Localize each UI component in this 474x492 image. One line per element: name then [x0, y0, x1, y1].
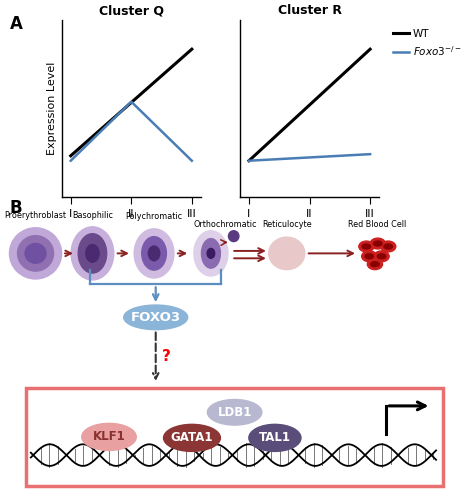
Ellipse shape — [71, 227, 114, 280]
Y-axis label: Expression Level: Expression Level — [47, 62, 57, 155]
Ellipse shape — [18, 236, 54, 271]
Ellipse shape — [164, 424, 220, 452]
Text: Red Blood Cell: Red Blood Cell — [348, 220, 406, 229]
Ellipse shape — [201, 239, 220, 268]
Ellipse shape — [9, 228, 62, 279]
Ellipse shape — [374, 241, 382, 246]
Ellipse shape — [362, 251, 377, 262]
Ellipse shape — [365, 254, 374, 259]
FancyBboxPatch shape — [26, 388, 443, 486]
Text: Polychromatic: Polychromatic — [126, 213, 182, 221]
Ellipse shape — [362, 244, 371, 249]
Text: A: A — [9, 15, 22, 33]
Text: Basophilic: Basophilic — [72, 211, 113, 220]
Ellipse shape — [194, 231, 228, 276]
Text: Reticulocyte: Reticulocyte — [262, 220, 311, 229]
Text: KLF1: KLF1 — [92, 430, 126, 443]
Ellipse shape — [82, 423, 137, 451]
Text: LDB1: LDB1 — [218, 406, 252, 419]
Text: TAL1: TAL1 — [259, 431, 291, 444]
Legend: WT, $Foxo3^{-/-}$: WT, $Foxo3^{-/-}$ — [389, 25, 466, 62]
Ellipse shape — [377, 254, 386, 259]
Text: Orthochromatic: Orthochromatic — [193, 220, 257, 229]
Title: Cluster R: Cluster R — [278, 4, 342, 17]
Ellipse shape — [148, 246, 160, 261]
Ellipse shape — [25, 244, 46, 263]
Ellipse shape — [371, 262, 379, 267]
Text: B: B — [9, 199, 22, 217]
Ellipse shape — [381, 241, 396, 252]
Ellipse shape — [124, 305, 188, 330]
Ellipse shape — [78, 234, 107, 273]
Ellipse shape — [86, 245, 99, 262]
Ellipse shape — [370, 238, 385, 249]
Text: GATA1: GATA1 — [171, 431, 213, 444]
Title: Cluster Q: Cluster Q — [99, 4, 164, 17]
Ellipse shape — [269, 237, 305, 270]
Ellipse shape — [142, 237, 166, 270]
Ellipse shape — [208, 400, 262, 425]
Ellipse shape — [359, 241, 374, 252]
Ellipse shape — [384, 244, 392, 249]
Text: ?: ? — [162, 349, 171, 364]
Text: Proerythroblast: Proerythroblast — [5, 211, 66, 220]
Ellipse shape — [228, 231, 239, 242]
Ellipse shape — [207, 248, 215, 258]
Text: FOXO3: FOXO3 — [131, 311, 181, 324]
Ellipse shape — [249, 424, 301, 452]
Ellipse shape — [367, 259, 383, 270]
Ellipse shape — [134, 229, 174, 278]
Ellipse shape — [374, 251, 389, 262]
